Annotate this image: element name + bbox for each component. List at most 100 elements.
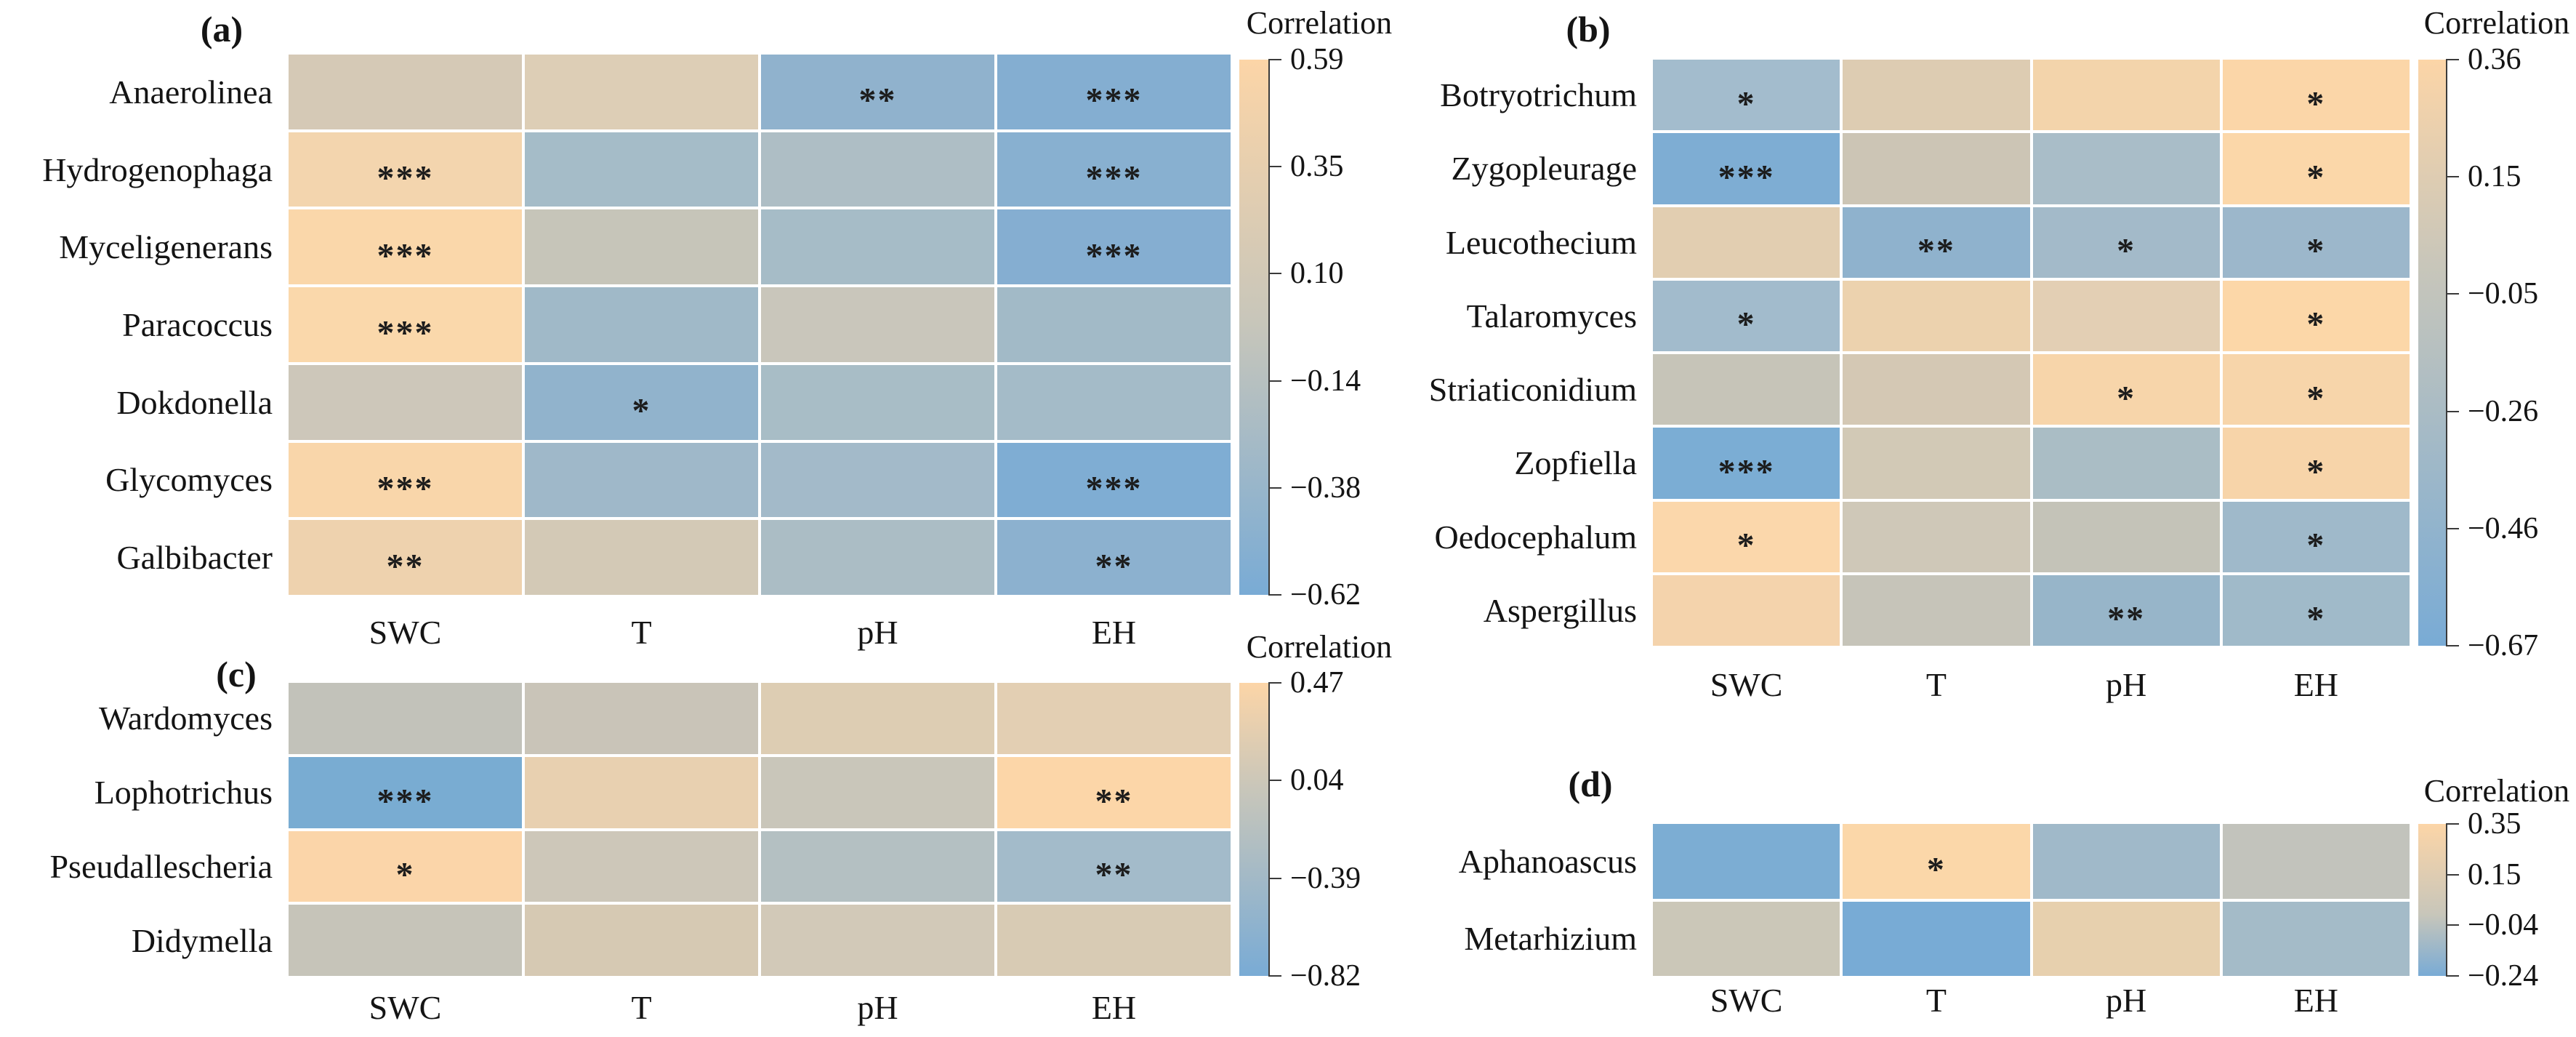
heatmap-cell bbox=[1653, 207, 1840, 278]
colorbar-tick-label: −0.04 bbox=[2468, 908, 2539, 942]
heatmap-cell bbox=[1653, 901, 1840, 976]
colorbar-tick-label: −0.05 bbox=[2468, 277, 2539, 311]
heatmap-cell: *** bbox=[997, 442, 1231, 518]
colorbar bbox=[1239, 683, 1270, 976]
heatmap-cell: * bbox=[2222, 133, 2410, 204]
heatmap-cell bbox=[2032, 501, 2220, 572]
heatmap-cell bbox=[525, 442, 758, 518]
heatmap-cell bbox=[2222, 901, 2410, 976]
heatmap-cell: *** bbox=[289, 132, 522, 207]
row-label: Didymella bbox=[131, 921, 273, 959]
row-label: Aphanoascus bbox=[1458, 842, 1637, 880]
colorbar-tick bbox=[2446, 410, 2459, 412]
heatmap-cell bbox=[525, 905, 758, 976]
heatmap-cell: * bbox=[2222, 280, 2410, 351]
colorbar-tick-label: 0.04 bbox=[1290, 764, 1344, 798]
heatmap-cell bbox=[761, 756, 994, 828]
panel-title-b: (b) bbox=[1566, 9, 1611, 49]
x-axis-label: pH bbox=[2106, 665, 2147, 703]
heatmap-cell: * bbox=[2222, 207, 2410, 278]
colorbar-tick bbox=[1268, 877, 1281, 879]
x-axis-label: SWC bbox=[369, 988, 442, 1026]
heatmap-cell: *** bbox=[289, 442, 522, 518]
row-label: Pseudallescheria bbox=[49, 847, 273, 885]
colorbar-tick-label: 0.35 bbox=[2468, 807, 2521, 841]
heatmap-cell: * bbox=[525, 364, 758, 440]
panel-title-d: (d) bbox=[1568, 764, 1613, 804]
heatmap-cell: * bbox=[2032, 354, 2220, 425]
heatmap-cell: *** bbox=[997, 55, 1231, 129]
colorbar-tick bbox=[1268, 594, 1281, 596]
row-label: Striaticonidium bbox=[1428, 371, 1637, 409]
heatmap-cell bbox=[997, 364, 1231, 440]
row-label: Glycomyces bbox=[105, 461, 273, 499]
row-label: Zygopleurage bbox=[1451, 150, 1637, 188]
heatmap-cell bbox=[761, 132, 994, 207]
x-axis-label: T bbox=[631, 988, 652, 1026]
heatmap-cell: *** bbox=[289, 287, 522, 362]
colorbar-tick bbox=[1268, 273, 1281, 275]
colorbar-tick-label: −0.26 bbox=[2468, 394, 2539, 428]
colorbar-tick bbox=[2446, 873, 2459, 876]
x-axis-label: EH bbox=[1091, 988, 1137, 1026]
row-label: Dokdonella bbox=[116, 383, 273, 421]
heatmap-cell bbox=[997, 905, 1231, 976]
x-axis-label: SWC bbox=[369, 613, 442, 651]
heatmap-cell: * bbox=[2222, 574, 2410, 646]
heatmap-cell bbox=[1843, 354, 2030, 425]
x-axis-label: pH bbox=[857, 613, 898, 651]
colorbar-tick-label: 0.10 bbox=[1290, 257, 1344, 291]
heatmap-cell bbox=[2032, 60, 2220, 131]
heatmap-cell bbox=[761, 683, 994, 754]
colorbar-tick-label: 0.36 bbox=[2468, 43, 2521, 76]
panel-title-c: (c) bbox=[216, 654, 257, 694]
colorbar-tick-label: −0.82 bbox=[1290, 959, 1361, 993]
colorbar-tick bbox=[2446, 924, 2459, 926]
colorbar bbox=[2418, 824, 2447, 976]
colorbar bbox=[2418, 60, 2447, 646]
colorbar-tick bbox=[1268, 166, 1281, 168]
heatmap-cell: ** bbox=[997, 520, 1231, 595]
heatmap-cell: * bbox=[1653, 60, 1840, 131]
heatmap-cell bbox=[761, 905, 994, 976]
panel-title-a: (a) bbox=[200, 9, 243, 49]
colorbar-title: Correlation bbox=[1246, 629, 1393, 665]
colorbar-tick-label: −0.46 bbox=[2468, 511, 2539, 545]
row-label: Zopfiella bbox=[1514, 444, 1637, 482]
heatmap-cell: * bbox=[289, 830, 522, 902]
heatmap-cell bbox=[1653, 574, 1840, 646]
colorbar-tick-label: 0.35 bbox=[1290, 150, 1344, 184]
colorbar-tick bbox=[1268, 975, 1281, 977]
colorbar-tick bbox=[2446, 59, 2459, 60]
x-axis-label: T bbox=[1925, 665, 1947, 703]
colorbar-title: Correlation bbox=[1246, 5, 1393, 41]
row-label: Hydrogenophaga bbox=[42, 151, 273, 188]
colorbar-tick bbox=[2446, 645, 2459, 646]
heatmap-cell bbox=[761, 364, 994, 440]
heatmap-cell bbox=[525, 132, 758, 207]
heatmap-cell: * bbox=[1843, 824, 2030, 899]
colorbar-tick-label: 0.47 bbox=[1290, 666, 1344, 700]
colorbar-tick-label: 0.59 bbox=[1290, 43, 1344, 76]
heatmap-cell: * bbox=[1653, 501, 1840, 572]
x-axis-label: SWC bbox=[1710, 981, 1783, 1019]
x-axis-label: SWC bbox=[1710, 665, 1783, 703]
row-label: Galbibacter bbox=[116, 539, 273, 577]
colorbar-tick bbox=[2446, 176, 2459, 178]
x-axis-label: EH bbox=[1091, 613, 1137, 651]
heatmap-cell bbox=[1843, 501, 2030, 572]
colorbar-tick bbox=[2446, 527, 2459, 529]
heatmap-cell: * bbox=[2032, 207, 2220, 278]
colorbar-tick bbox=[1268, 59, 1281, 60]
heatmap-cell bbox=[2032, 280, 2220, 351]
row-label: Anaerolinea bbox=[109, 73, 273, 111]
heatmap-cell bbox=[1843, 428, 2030, 499]
heatmap-cell bbox=[2032, 824, 2220, 899]
heatmap-cell bbox=[997, 683, 1231, 754]
colorbar-tick-label: 0.15 bbox=[2468, 857, 2521, 892]
heatmap-cell: * bbox=[2222, 501, 2410, 572]
heatmap-cell bbox=[761, 520, 994, 595]
row-label: Botryotrichum bbox=[1440, 76, 1637, 114]
colorbar-tick-label: −0.14 bbox=[1290, 364, 1361, 398]
heatmap-cell: ** bbox=[2032, 574, 2220, 646]
